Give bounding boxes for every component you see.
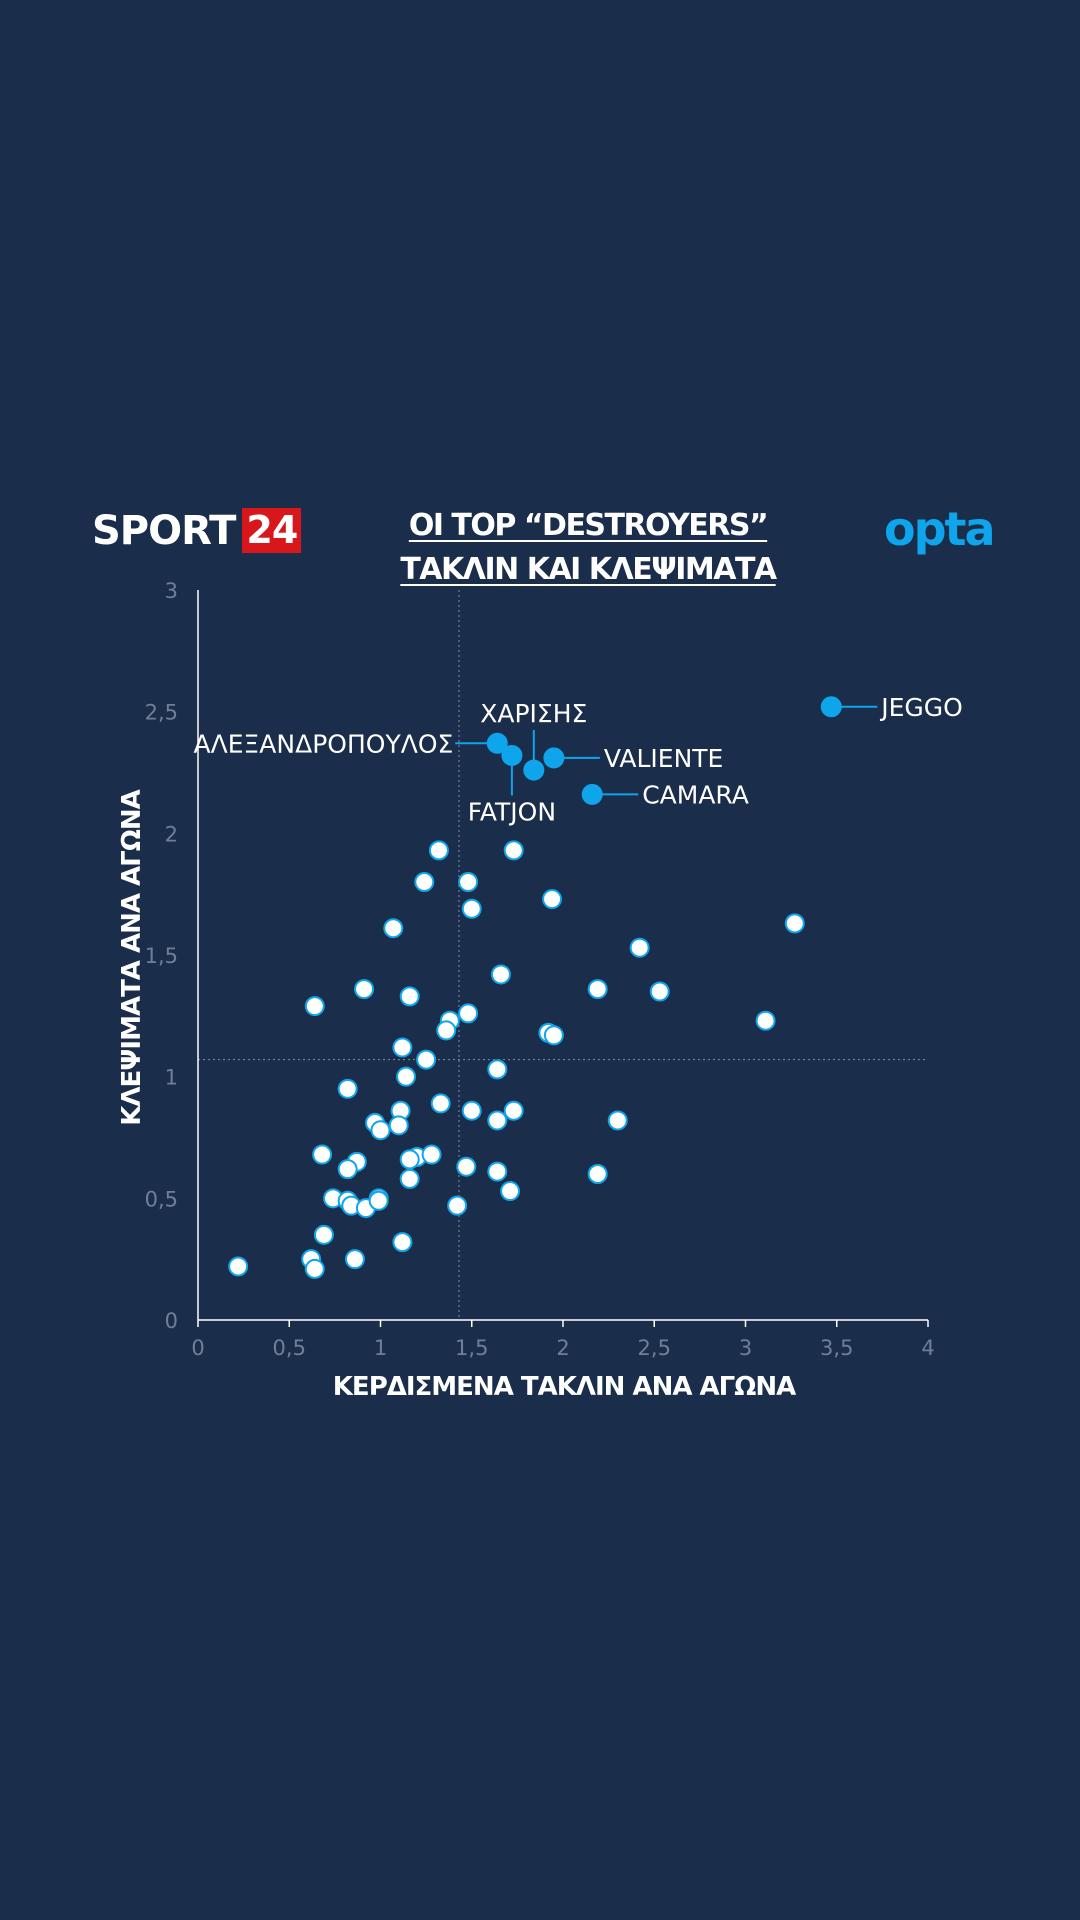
data-point xyxy=(487,1110,508,1131)
brand-number-badge: 24 xyxy=(242,508,302,553)
x-tick-label: 1 xyxy=(374,1336,387,1360)
y-tick-label: 1,5 xyxy=(145,944,178,968)
data-point xyxy=(784,913,805,934)
brand-word: SPORT xyxy=(92,507,236,554)
data-point xyxy=(461,898,482,919)
data-point xyxy=(461,1100,482,1121)
opta-logo: opta xyxy=(884,502,996,556)
x-axis-title: ΚΕΡΔΙΣΜΕΝΑ ΤΑΚΛΙΝ ΑΝΑ ΑΓΩΝΑ xyxy=(332,1372,796,1402)
y-axis-title: ΚΛΕΨΙΜΑΤΑ ΑΝΑ ΑΓΩΝΑ xyxy=(117,790,147,1126)
title-line-2: ΤΑΚΛΙΝ ΚΑΙ ΚΛΕΨΙΜΑΤΑ xyxy=(400,552,777,587)
data-point xyxy=(487,1161,508,1182)
x-tick-label: 4 xyxy=(921,1336,934,1360)
sport24-logo: SPORT 24 xyxy=(92,507,302,554)
x-tick-label: 0 xyxy=(191,1336,204,1360)
highlighted-point xyxy=(543,747,565,769)
data-point xyxy=(354,979,375,1000)
player-label: ΑΛΕΞΑΝΔΡΟΠΟΥΛΟΣ xyxy=(194,729,454,758)
data-point xyxy=(490,964,511,985)
data-point xyxy=(649,981,670,1002)
data-point xyxy=(428,840,449,861)
data-point xyxy=(392,1037,413,1058)
x-tick-label: 3,5 xyxy=(820,1336,853,1360)
data-point xyxy=(436,1020,457,1041)
x-tick-label: 1,5 xyxy=(455,1336,488,1360)
data-point xyxy=(304,996,325,1017)
data-point xyxy=(587,979,608,1000)
data-point xyxy=(370,1120,391,1141)
player-label: JEGGO xyxy=(879,693,963,722)
y-tick-label: 0 xyxy=(165,1309,178,1333)
highlighted-point xyxy=(581,783,603,805)
player-label: CAMARA xyxy=(642,780,749,809)
data-point xyxy=(399,1149,420,1170)
data-point xyxy=(368,1190,389,1211)
data-point xyxy=(503,840,524,861)
data-point xyxy=(487,1059,508,1080)
player-label: ΧΑΡΙΣΗΣ xyxy=(480,699,587,728)
y-tick-label: 1 xyxy=(165,1066,178,1090)
data-point xyxy=(228,1256,249,1277)
data-point xyxy=(392,1232,413,1253)
data-point xyxy=(337,1078,358,1099)
x-tick-label: 3 xyxy=(739,1336,752,1360)
player-label: FATJON xyxy=(468,797,556,826)
y-tick-label: 3 xyxy=(165,579,178,603)
x-tick-label: 2,5 xyxy=(638,1336,671,1360)
chart-title: ΟΙ TOP “DESTROYERS” ΤΑΚΛΙΝ ΚΑΙ ΚΛΕΨΙΜΑΤΑ xyxy=(340,504,836,592)
y-tick-label: 0,5 xyxy=(145,1187,178,1211)
y-tick-label: 2,5 xyxy=(145,701,178,725)
data-point xyxy=(414,872,435,892)
data-point xyxy=(458,1003,479,1024)
data-point xyxy=(388,1115,409,1136)
player-label: VALIENTE xyxy=(604,744,723,773)
data-point xyxy=(456,1156,477,1177)
highlighted-point xyxy=(501,744,523,766)
y-tick-label: 2 xyxy=(165,822,178,846)
highlighted-point xyxy=(523,759,545,781)
data-point xyxy=(629,937,650,958)
x-tick-label: 0,5 xyxy=(273,1336,306,1360)
title-line-1: ΟΙ TOP “DESTROYERS” xyxy=(408,508,769,543)
highlighted-point xyxy=(486,732,508,754)
data-point xyxy=(344,1249,365,1270)
data-point xyxy=(503,1100,524,1121)
data-point xyxy=(399,986,420,1007)
data-point xyxy=(337,1159,358,1180)
data-point xyxy=(755,1010,776,1031)
data-point xyxy=(430,1093,451,1114)
data-point xyxy=(500,1181,521,1202)
data-point xyxy=(304,1258,325,1279)
data-point xyxy=(587,1164,608,1184)
data-point xyxy=(399,1168,420,1189)
data-point xyxy=(383,918,404,939)
data-point xyxy=(312,1144,333,1165)
data-point xyxy=(607,1110,628,1131)
data-point xyxy=(416,1049,437,1070)
data-point xyxy=(543,1025,564,1046)
data-point xyxy=(458,872,479,892)
data-point xyxy=(396,1066,417,1087)
x-tick-label: 2 xyxy=(556,1336,569,1360)
highlighted-point xyxy=(820,696,842,718)
data-point xyxy=(542,889,563,910)
data-point xyxy=(313,1224,334,1245)
data-point xyxy=(421,1144,442,1165)
data-point xyxy=(447,1195,468,1216)
